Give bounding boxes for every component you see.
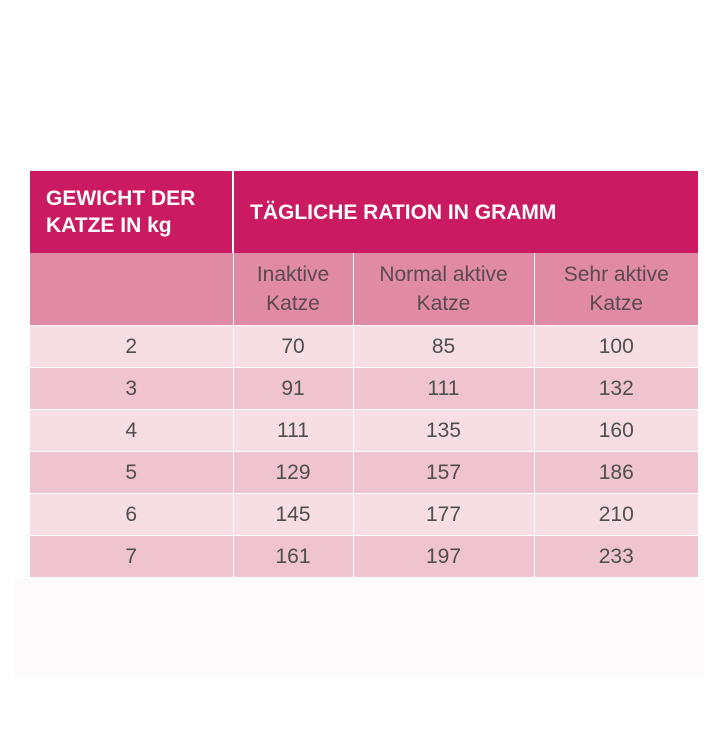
- very-active-cell: 210: [534, 493, 698, 536]
- normal-active-cell: 111: [353, 367, 535, 410]
- normal-active-cell: 135: [353, 409, 535, 452]
- weight-cell: 4: [30, 409, 234, 452]
- normal-active-cell: 85: [353, 325, 535, 368]
- table-row: 4 111 135 160: [30, 409, 698, 452]
- weight-cell: 7: [30, 535, 234, 577]
- inactive-cell: 91: [233, 367, 354, 410]
- normal-active-cell: 177: [353, 493, 535, 536]
- ration-column-header: TÄGLICHE RATION IN GRAMM: [233, 171, 698, 253]
- inactive-cell: 70: [233, 325, 354, 368]
- background-panel: [14, 578, 704, 678]
- table-row: 7 161 197 233: [30, 535, 698, 577]
- subheader-normal-active: Normal aktive Katze: [353, 253, 535, 326]
- subheader-empty: [30, 253, 234, 326]
- weight-cell: 5: [30, 451, 234, 494]
- table-row: 2 70 85 100: [30, 325, 698, 368]
- weight-cell: 2: [30, 325, 234, 368]
- weight-cell: 3: [30, 367, 234, 410]
- inactive-cell: 161: [233, 535, 354, 577]
- table-header-row: GEWICHT DER KATZE IN kg TÄGLICHE RATION …: [30, 171, 698, 253]
- normal-active-cell: 157: [353, 451, 535, 494]
- normal-active-cell: 197: [353, 535, 535, 577]
- very-active-cell: 233: [534, 535, 698, 577]
- inactive-cell: 111: [233, 409, 354, 452]
- table-row: 6 145 177 210: [30, 493, 698, 536]
- very-active-cell: 100: [534, 325, 698, 368]
- very-active-cell: 186: [534, 451, 698, 494]
- table-row: 3 91 111 132: [30, 367, 698, 410]
- activity-subheader-row: Inaktive Katze Normal aktive Katze Sehr …: [30, 253, 698, 326]
- weight-column-header: GEWICHT DER KATZE IN kg: [30, 171, 234, 253]
- feeding-table: GEWICHT DER KATZE IN kg TÄGLICHE RATION …: [30, 171, 698, 577]
- inactive-cell: 145: [233, 493, 354, 536]
- subheader-very-active: Sehr aktive Katze: [534, 253, 698, 326]
- table-row: 5 129 157 186: [30, 451, 698, 494]
- very-active-cell: 160: [534, 409, 698, 452]
- weight-cell: 6: [30, 493, 234, 536]
- subheader-inactive: Inaktive Katze: [233, 253, 354, 326]
- inactive-cell: 129: [233, 451, 354, 494]
- very-active-cell: 132: [534, 367, 698, 410]
